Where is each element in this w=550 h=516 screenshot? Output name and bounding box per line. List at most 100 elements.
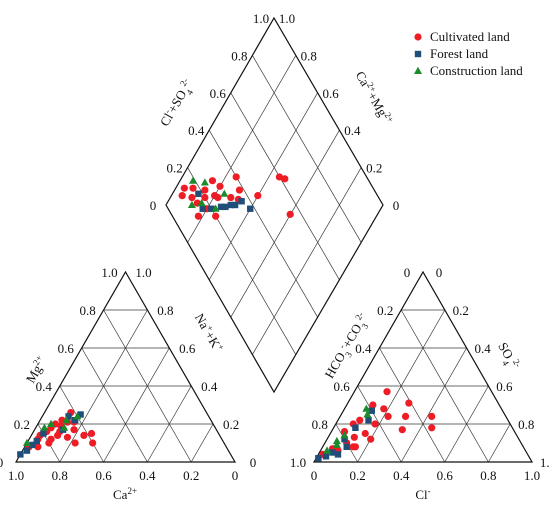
data-point	[281, 175, 289, 183]
data-point	[371, 420, 379, 428]
data-point	[356, 416, 364, 424]
data-point	[428, 424, 436, 432]
tick-label: 1.0	[253, 11, 269, 26]
tick-label: 1.0	[8, 468, 24, 483]
tick-label: 0	[250, 455, 257, 470]
diamond-plot: 00.20.40.60.81.000.20.40.60.81.0Cl-+SO42…	[150, 11, 400, 394]
data-point	[214, 193, 222, 202]
tick-label: 0.4	[393, 468, 410, 483]
tick-label: 0.2	[14, 417, 30, 432]
legend-marker	[414, 50, 422, 58]
tick-label: 0.2	[349, 468, 365, 483]
data-point	[334, 451, 342, 458]
data-point	[352, 424, 359, 431]
data-point	[322, 453, 330, 460]
grid-line	[379, 347, 446, 463]
data-point	[22, 438, 31, 446]
data-point	[199, 205, 206, 212]
data-point	[17, 451, 24, 458]
tick-label: 0.8	[480, 468, 496, 483]
data-point	[47, 419, 56, 427]
data-point	[60, 423, 69, 431]
data-point	[341, 436, 348, 443]
cation-triangle: 0 0.2 0.4 0.6 0.8 1.0 1.0 0.8 0.6 0.4 0.2 0 1.0 0.8 0.…	[0, 265, 256, 502]
tick-label: 0.2	[166, 161, 182, 176]
data-point	[73, 412, 82, 420]
tick-label: 0.6	[333, 379, 350, 394]
data-point	[65, 413, 72, 420]
data-point	[70, 426, 78, 434]
grid-line	[208, 130, 318, 318]
data-point	[363, 410, 372, 418]
data-point	[222, 203, 229, 211]
data-point	[275, 173, 283, 181]
data-point	[362, 404, 371, 412]
tick-label: 0.4	[344, 123, 361, 138]
data-point	[87, 429, 96, 438]
tick-label: 0.4	[474, 341, 491, 356]
data-point	[286, 210, 294, 218]
data-point	[77, 411, 84, 418]
tick-label: 0.6	[496, 379, 513, 394]
grid-line	[357, 385, 402, 463]
data-point	[208, 177, 217, 185]
tick-label: 0.4	[36, 379, 53, 394]
data-point	[217, 203, 225, 211]
tick-label: 0.4	[188, 123, 205, 138]
data-point	[180, 184, 188, 192]
data-point	[62, 416, 71, 424]
grid-line	[208, 92, 318, 280]
data-point	[188, 193, 196, 202]
data-point	[254, 192, 262, 200]
data-point	[208, 205, 215, 212]
data-point	[323, 446, 332, 454]
axis-label-cl: Cl-	[415, 486, 430, 502]
tick-label: 0.4	[201, 379, 218, 394]
data-point	[369, 401, 377, 409]
anion-triangle: 1.0 0.8 0.6 0.4 0.2 0 0 0.2 0.4 0.6 0.8 1.0 0 0.2 0.4 0…	[290, 265, 550, 502]
data-point	[384, 412, 392, 420]
data-point	[63, 433, 72, 441]
legend-label: Cultivated land	[430, 29, 510, 44]
tick-label: 0.6	[95, 468, 112, 483]
legend: Cultivated land Forest land Construction l…	[414, 29, 523, 78]
tick-label: 0.6	[210, 86, 227, 101]
data-point	[343, 443, 350, 450]
data-point	[80, 431, 88, 439]
tick-label: 0.8	[157, 303, 173, 318]
tick-label: 0.2	[453, 303, 469, 318]
data-point	[238, 198, 245, 205]
axis-label-nak: Na++K+	[192, 310, 227, 354]
tick-label: 0	[150, 198, 157, 213]
axis-label-camg: Ca2++Mg2+	[353, 68, 396, 127]
data-point	[216, 182, 224, 190]
tick-label: 1.0	[101, 265, 117, 280]
tick-label: 0.8	[518, 417, 534, 432]
data-point	[29, 441, 36, 449]
data-point	[231, 201, 239, 209]
data-point	[34, 443, 42, 451]
data-point	[350, 433, 358, 441]
tick-label: 0	[0, 455, 3, 470]
data-point	[178, 192, 186, 200]
tick-label: 0	[436, 265, 443, 280]
tick-label: 0.4	[355, 341, 372, 356]
tick-label: 0.6	[179, 341, 196, 356]
tick-label: 0	[311, 468, 318, 483]
tick-label: 0.2	[223, 417, 239, 432]
data-point	[71, 417, 79, 424]
data-point	[201, 193, 209, 202]
data-point	[227, 193, 235, 202]
data-point	[89, 439, 97, 447]
grid-line	[252, 167, 362, 355]
tick-label: 0	[232, 468, 239, 483]
tick-label: 1.0	[290, 455, 306, 470]
tick-label: 0.8	[52, 468, 68, 483]
grid-line	[187, 55, 297, 243]
tick-label: 1.0	[279, 11, 295, 26]
tick-label: 0.8	[231, 48, 247, 63]
data-point	[195, 190, 202, 197]
data-point	[367, 435, 375, 443]
data-point	[189, 176, 197, 184]
tick-label: 0	[393, 198, 400, 213]
